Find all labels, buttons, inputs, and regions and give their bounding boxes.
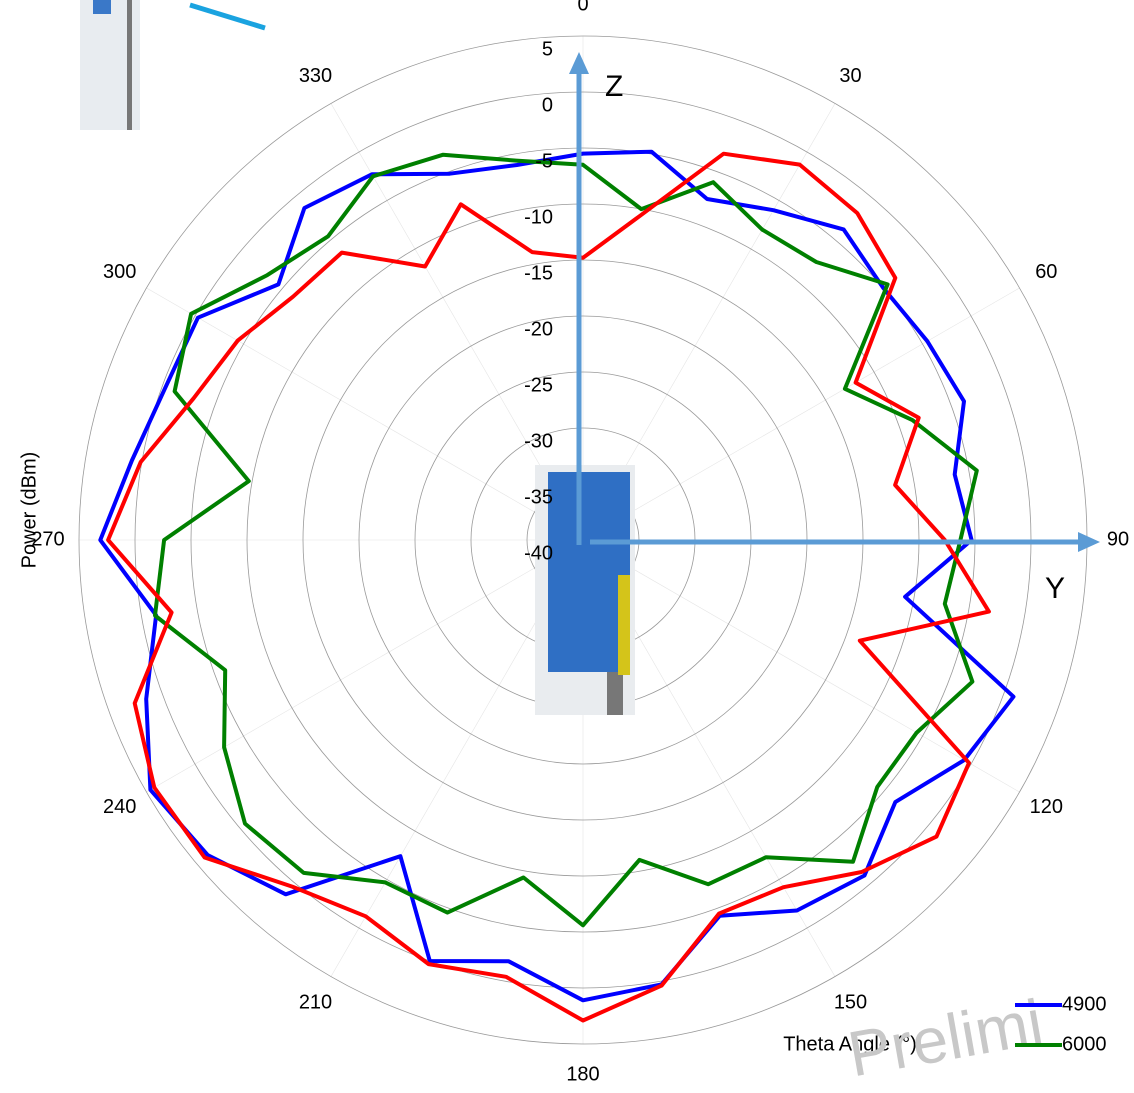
axis-letter: Y bbox=[1045, 572, 1065, 605]
r-axis-label: Power (dBm) bbox=[18, 452, 40, 569]
series-line bbox=[98, 149, 1016, 1003]
antenna-image bbox=[535, 465, 635, 715]
theta-tick-label: 120 bbox=[1030, 796, 1063, 818]
r-tick-label: -20 bbox=[524, 318, 553, 340]
theta-tick-label: 300 bbox=[103, 261, 136, 283]
theta-tick-label: 210 bbox=[299, 992, 332, 1014]
axis-letter: Z bbox=[605, 70, 623, 103]
r-tick-label: -25 bbox=[524, 374, 553, 396]
theta-tick-label: 60 bbox=[1035, 261, 1057, 283]
r-tick-label: -35 bbox=[524, 486, 553, 508]
r-tick-label: -15 bbox=[524, 262, 553, 284]
watermark: Prelimi bbox=[843, 986, 1048, 1091]
r-tick-label: -5 bbox=[535, 150, 553, 172]
grid-spoke bbox=[582, 287, 1020, 541]
legend-label: 6000 bbox=[1062, 1033, 1107, 1055]
theta-tick-label: 330 bbox=[299, 65, 332, 87]
legend-label: 4900 bbox=[1062, 993, 1107, 1015]
arrow bbox=[189, 2, 266, 31]
theta-tick-label: 30 bbox=[839, 65, 861, 87]
r-tick-label: 5 bbox=[542, 38, 553, 60]
series-line bbox=[106, 151, 991, 1023]
legend: 4900 6000 bbox=[1015, 993, 1107, 1055]
axes-arrows: Z Y bbox=[569, 52, 1100, 605]
theta-tick-label: 90 bbox=[1107, 528, 1129, 550]
grid-spoke bbox=[582, 539, 1020, 793]
r-tick-label: 0 bbox=[542, 94, 553, 116]
theta-tick-label: 150 bbox=[834, 992, 867, 1014]
theta-axis-label: Theta Angle (°) bbox=[783, 1033, 917, 1055]
r-tick-label: -10 bbox=[524, 206, 553, 228]
series-line bbox=[153, 152, 979, 928]
r-tick-label: -30 bbox=[524, 430, 553, 452]
theta-tick-label: 0 bbox=[577, 0, 588, 15]
series-layer bbox=[98, 149, 1016, 1023]
theta-tick-label: 240 bbox=[103, 796, 136, 818]
grid-spoke bbox=[146, 287, 584, 541]
grid-spoke bbox=[146, 539, 584, 793]
theta-tick-label: 270 bbox=[31, 528, 64, 550]
antenna-photo bbox=[93, 0, 111, 14]
antenna-photo bbox=[127, 0, 132, 130]
r-tick-label: -40 bbox=[524, 542, 553, 564]
theta-tick-label: 180 bbox=[566, 1063, 599, 1085]
